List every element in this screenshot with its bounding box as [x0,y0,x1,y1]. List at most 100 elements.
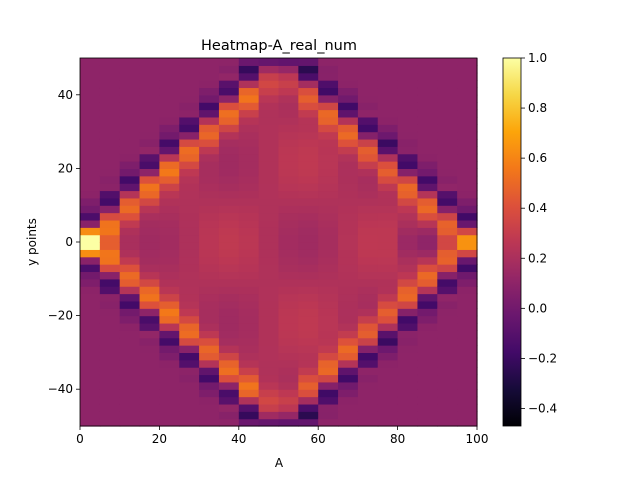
heatmap-cell [139,197,160,206]
heatmap-cell [99,138,121,147]
heatmap-cell [179,264,200,273]
heatmap-cell [417,367,438,376]
heatmap-cell [457,374,478,383]
heatmap-cell [199,411,220,420]
heatmap-cell [139,65,160,74]
heatmap-cell [338,322,359,331]
heatmap-cell [159,242,180,250]
heatmap-cell [417,72,438,81]
heatmap-cell [437,308,458,317]
heatmap-cell [99,87,121,96]
heatmap-cell [338,65,359,74]
heatmap-cell [218,271,240,280]
heatmap-cell [80,116,101,125]
heatmap-cell [99,242,121,250]
heatmap-cell [199,286,220,295]
heatmap-cell [457,124,478,133]
heatmap-cell [139,242,160,250]
heatmap-cell [80,227,101,236]
heatmap-cell [338,102,359,111]
heatmap-cell [457,234,478,243]
heatmap-cell [457,345,478,353]
heatmap-cell [278,183,299,192]
heatmap-cell [437,212,458,221]
heatmap-cell [298,278,319,287]
heatmap-cell [377,411,399,420]
heatmap-cell [258,308,280,317]
heatmap-cell [338,80,359,89]
heatmap-cell [278,242,299,250]
heatmap-cell [238,212,260,221]
heatmap-cell [139,256,160,265]
heatmap-cell [179,80,200,89]
heatmap-cell [377,131,399,140]
heatmap-cell [159,322,180,331]
heatmap-cell [258,168,280,177]
heatmap-cell [199,256,220,265]
heatmap-cell [218,315,240,324]
heatmap-cell [159,72,180,81]
heatmap-cell [397,411,419,420]
heatmap-cell [457,161,478,169]
heatmap-cell [377,124,399,133]
heatmap-cell [417,256,438,265]
heatmap-cell [258,403,280,412]
heatmap-cell [218,183,240,192]
heatmap-cell [377,219,399,228]
heatmap-cell [338,161,359,169]
heatmap-cell [457,94,478,103]
heatmap-cell [318,116,339,125]
heatmap-cell [159,367,180,376]
heatmap-cell [278,300,299,309]
heatmap-cell [119,242,141,250]
heatmap-cell [199,80,220,89]
heatmap-cell [238,234,260,243]
heatmap-cell [80,80,101,89]
heatmap-cell [278,138,299,147]
heatmap-cell [278,234,299,243]
heatmap-cell [357,161,379,169]
heatmap-cell [258,389,280,398]
heatmap-cell [357,227,379,236]
heatmap-cell [338,374,359,383]
heatmap-cell [278,131,299,140]
heatmap-cell [457,227,478,236]
heatmap-cell [338,300,359,309]
heatmap-cell [397,219,419,228]
heatmap-cell [99,367,121,376]
heatmap-cell [357,396,379,405]
heatmap-cell [99,102,121,111]
heatmap-cell [397,315,419,324]
heatmap-cell [80,109,101,118]
heatmap-cell [159,168,180,177]
heatmap-cell [119,322,141,331]
heatmap-cell [159,234,180,243]
heatmap-cell [80,345,101,353]
heatmap-cell [298,227,319,236]
heatmap-cell [338,367,359,376]
heatmap-cell [357,256,379,265]
heatmap-cell [119,80,141,89]
heatmap-cell [417,146,438,155]
heatmap-cell [218,345,240,353]
heatmap-cell [278,212,299,221]
heatmap-cell [457,131,478,140]
heatmap-cell [218,65,240,74]
heatmap-cell [437,138,458,147]
heatmap-cell [139,374,160,383]
heatmap-cell [80,264,101,273]
heatmap-cell [338,212,359,221]
heatmap-cell [139,286,160,295]
heatmap-cell [218,418,240,427]
heatmap-cell [99,219,121,228]
heatmap-cell [397,109,419,118]
heatmap-cell [397,396,419,405]
heatmap-cell [357,315,379,324]
heatmap-cell [99,330,121,339]
heatmap-cell [199,205,220,214]
heatmap-cell [159,102,180,111]
heatmap-cell [258,131,280,140]
heatmap-cell [338,131,359,140]
heatmap-cell [278,87,299,96]
heatmap-cell [218,278,240,287]
